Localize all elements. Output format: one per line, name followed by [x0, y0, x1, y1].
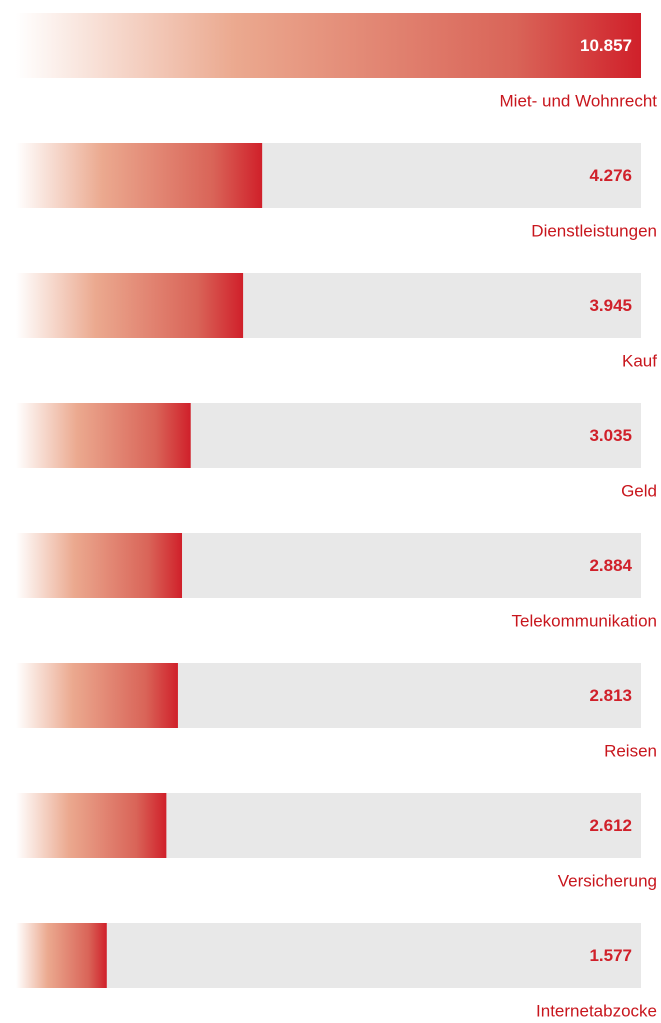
bar — [16, 13, 641, 78]
value-label: 4.276 — [589, 166, 632, 185]
bar — [16, 273, 244, 338]
value-label: 2.813 — [589, 686, 632, 705]
value-label: 3.035 — [589, 426, 632, 445]
category-label: Telekommunikation — [511, 611, 657, 630]
value-label: 2.612 — [589, 816, 632, 835]
category-label: Reisen — [604, 741, 657, 760]
bar-track — [16, 923, 641, 988]
bar — [16, 663, 178, 728]
category-label: Miet- und Wohnrecht — [500, 91, 658, 110]
bar — [16, 533, 183, 598]
category-label: Internetabzocke — [536, 1001, 657, 1020]
value-label: 2.884 — [589, 556, 632, 575]
bar — [16, 143, 263, 208]
category-label: Kauf — [622, 351, 657, 370]
bar — [16, 793, 167, 858]
bar — [16, 923, 107, 988]
category-label: Geld — [621, 481, 657, 500]
bar — [16, 403, 191, 468]
category-label: Versicherung — [558, 871, 657, 890]
category-label: Dienstleistungen — [531, 221, 657, 240]
value-label: 1.577 — [589, 946, 632, 965]
value-label: 10.857 — [580, 36, 632, 55]
value-label: 3.945 — [589, 296, 632, 315]
